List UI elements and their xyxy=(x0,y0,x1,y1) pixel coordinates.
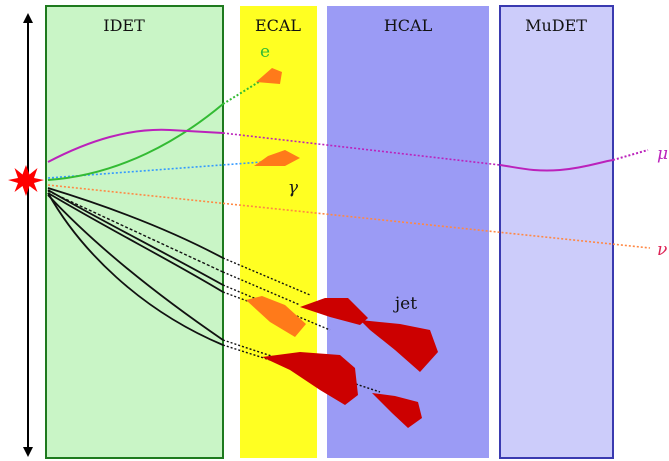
jet-track xyxy=(47,189,224,286)
electron-shower xyxy=(256,68,282,84)
jet-deposit xyxy=(300,298,368,325)
jet-track xyxy=(47,192,224,293)
jet-track xyxy=(47,194,224,341)
jet-track-extension xyxy=(222,344,271,361)
electron-track xyxy=(47,103,224,181)
electron-label: e xyxy=(260,42,270,62)
jet-track xyxy=(47,190,224,273)
mudet-layer xyxy=(499,5,614,459)
jet-deposit xyxy=(372,393,422,428)
jet-track xyxy=(47,187,224,259)
jet-ecal-shower xyxy=(246,296,306,337)
jet-label: jet xyxy=(393,294,417,314)
jet-track xyxy=(47,192,224,346)
neutrino-track xyxy=(47,184,651,249)
jet-deposit xyxy=(360,320,438,372)
muon-label: μ xyxy=(657,144,668,164)
idet-layer xyxy=(45,5,224,459)
hcal-label: HCAL xyxy=(384,16,433,35)
jet-deposit xyxy=(262,352,358,405)
jet-track-extension xyxy=(222,271,301,306)
muon-track xyxy=(47,128,224,163)
vertex-star-icon xyxy=(8,165,44,196)
photon-shower xyxy=(254,150,300,166)
photon-label: γ xyxy=(288,178,299,198)
ecal-label: ECAL xyxy=(255,16,301,35)
muon-track-mudet xyxy=(499,159,614,172)
neutrino-label: ν xyxy=(657,240,667,260)
muon-track-dotted xyxy=(222,132,501,166)
muon-track-exit xyxy=(612,149,649,161)
idet-label: IDET xyxy=(103,16,145,35)
mudet-label: MuDET xyxy=(525,16,587,35)
jet-track-extension xyxy=(222,284,331,331)
jet-track-extension xyxy=(222,291,251,303)
